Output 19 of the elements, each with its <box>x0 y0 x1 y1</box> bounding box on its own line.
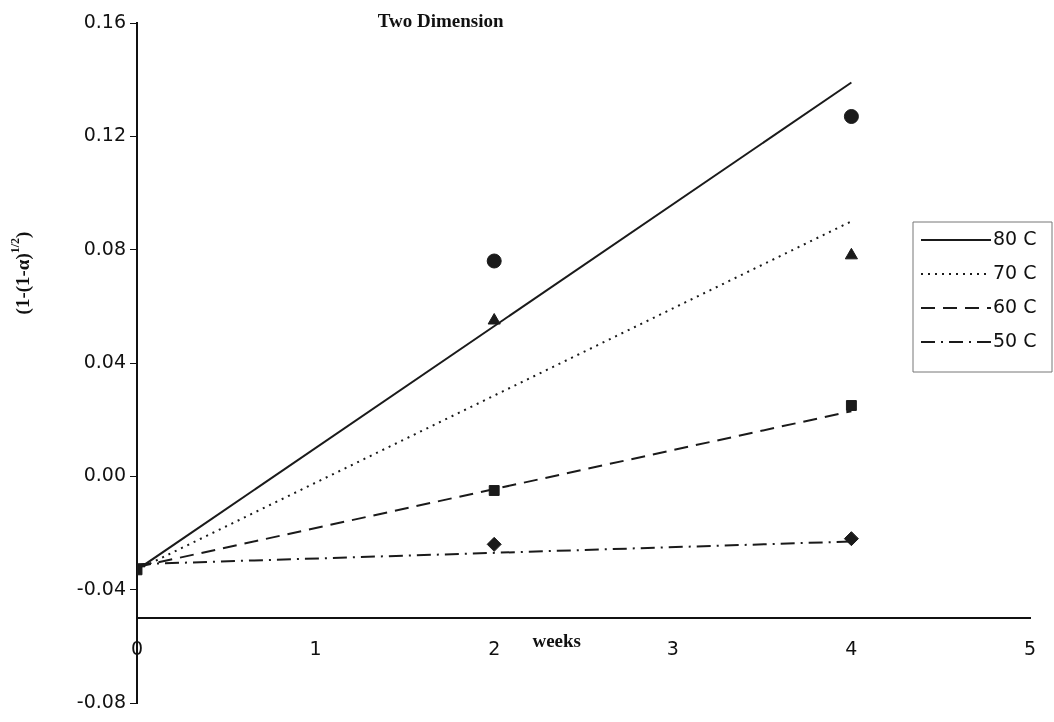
y-tick-label: 0.12 <box>83 123 126 146</box>
y-tick-label: 0.08 <box>83 236 126 259</box>
y-tick-label: -0.08 <box>76 689 126 712</box>
x-axis-title: weeks <box>532 629 581 651</box>
x-tick-label: 1 <box>309 637 322 660</box>
legend-label: 70 C <box>993 260 1037 283</box>
y-tick-label: 0.04 <box>83 349 126 372</box>
y-tick-label: -0.04 <box>76 576 126 599</box>
legend-label: 50 C <box>993 328 1037 351</box>
x-tick-label: 3 <box>666 637 679 660</box>
x-tick-label: 4 <box>845 637 858 660</box>
x-tick-label: 2 <box>488 637 501 660</box>
y-axis-title: (1-(1-α)1/2) <box>8 231 34 315</box>
legend-label: 60 C <box>993 294 1037 317</box>
legend-label: 80 C <box>993 226 1037 249</box>
chart-title: Two Dimension <box>377 9 504 31</box>
x-tick-label: 5 <box>1023 637 1037 660</box>
y-tick-label: 0.00 <box>83 463 126 486</box>
y-tick-label: 0.16 <box>83 9 126 32</box>
